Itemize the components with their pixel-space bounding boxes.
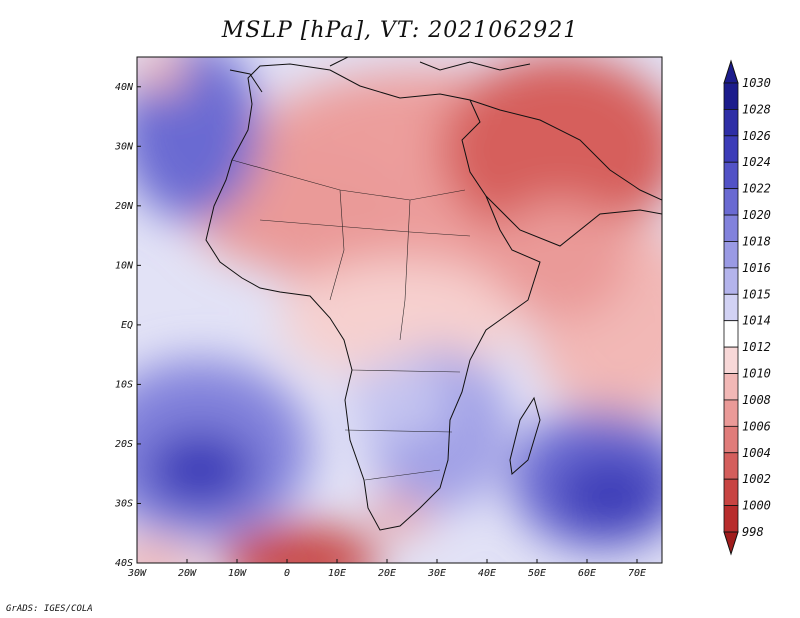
colorbar-min-arrow bbox=[723, 531, 739, 556]
colorbar-segment bbox=[723, 82, 739, 110]
colorbar-label: 1022 bbox=[742, 182, 771, 196]
lat-label: 10S bbox=[115, 379, 133, 390]
lon-label: 50E bbox=[528, 568, 546, 579]
lat-label: EQ bbox=[121, 320, 133, 331]
colorbar: 1030 1028 1026 1024 1022 1020 1018 1016 1015 1014… bbox=[723, 59, 771, 556]
map-title: MSLP [hPa], VT: 2021062921 bbox=[221, 18, 579, 43]
lon-label: 0 bbox=[284, 568, 290, 579]
colorbar-max-arrow bbox=[723, 59, 739, 84]
colorbar-segment bbox=[723, 505, 739, 533]
colorbar-label: 1026 bbox=[742, 129, 771, 143]
colorbar-segment bbox=[723, 214, 739, 242]
colorbar-segment bbox=[723, 188, 739, 216]
grads-credit: GrADS: IGES/COLA bbox=[6, 604, 93, 614]
colorbar-label: 1015 bbox=[742, 287, 771, 301]
colorbar-segment bbox=[723, 320, 739, 348]
lon-label: 20E bbox=[378, 568, 396, 579]
colorbar-segment bbox=[723, 425, 739, 454]
latitude-labels: 40N 30N 20N 10N EQ 10S 20S 30S 40S bbox=[114, 82, 141, 569]
colorbar-label: 1018 bbox=[742, 234, 771, 248]
colorbar-label: 1006 bbox=[742, 419, 771, 433]
colorbar-label: 1004 bbox=[742, 446, 771, 460]
colorbar-label: 1008 bbox=[742, 393, 771, 407]
colorbar-label: 1016 bbox=[742, 261, 771, 275]
colorbar-label: 1002 bbox=[742, 472, 771, 486]
plot-frame bbox=[136, 56, 663, 564]
lon-label: 30E bbox=[427, 568, 446, 579]
pressure-field bbox=[137, 57, 662, 563]
colorbar-label: 1024 bbox=[742, 155, 771, 169]
lon-label: 10E bbox=[328, 568, 346, 579]
colorbar-segment bbox=[723, 452, 739, 480]
colorbar-label: 1010 bbox=[742, 367, 771, 381]
colorbar-label: 998 bbox=[742, 525, 764, 539]
colorbar-label: 1000 bbox=[742, 499, 771, 513]
colorbar-segment bbox=[723, 161, 739, 190]
lat-label: 20S bbox=[115, 439, 133, 450]
colorbar-segment bbox=[723, 346, 739, 374]
lon-label: 40E bbox=[478, 568, 496, 579]
coastlines bbox=[205, 57, 662, 531]
lat-label: 30N bbox=[114, 141, 134, 152]
colorbar-label: 1020 bbox=[742, 208, 771, 222]
colorbar-segment bbox=[723, 373, 739, 401]
lat-label: 40S bbox=[115, 558, 133, 569]
colorbar-segment bbox=[723, 293, 739, 322]
colorbar-label: 1014 bbox=[742, 314, 771, 328]
longitude-labels: 30W 20W 10W 0 10E 20E 30E 40E 50E 60E 70E bbox=[127, 559, 646, 579]
lat-label: 20N bbox=[115, 201, 134, 212]
colorbar-segment bbox=[723, 267, 739, 295]
colorbar-segment bbox=[723, 241, 739, 269]
lon-label: 70E bbox=[628, 568, 646, 579]
colorbar-segment bbox=[723, 399, 739, 427]
lon-label: 20W bbox=[178, 568, 197, 579]
lat-label: 10N bbox=[115, 260, 134, 271]
colorbar-segment bbox=[723, 109, 739, 137]
lon-label: 30W bbox=[127, 568, 147, 579]
lat-label: 40N bbox=[115, 82, 134, 93]
colorbar-segment bbox=[723, 135, 739, 163]
colorbar-label: 1012 bbox=[742, 340, 771, 354]
lat-label: 30S bbox=[114, 498, 133, 509]
lon-label: 10W bbox=[228, 568, 247, 579]
lon-label: 60E bbox=[578, 568, 596, 579]
borders bbox=[231, 159, 471, 481]
colorbar-segment bbox=[723, 478, 739, 506]
colorbar-label: 1030 bbox=[742, 76, 771, 90]
colorbar-label: 1028 bbox=[742, 102, 771, 116]
